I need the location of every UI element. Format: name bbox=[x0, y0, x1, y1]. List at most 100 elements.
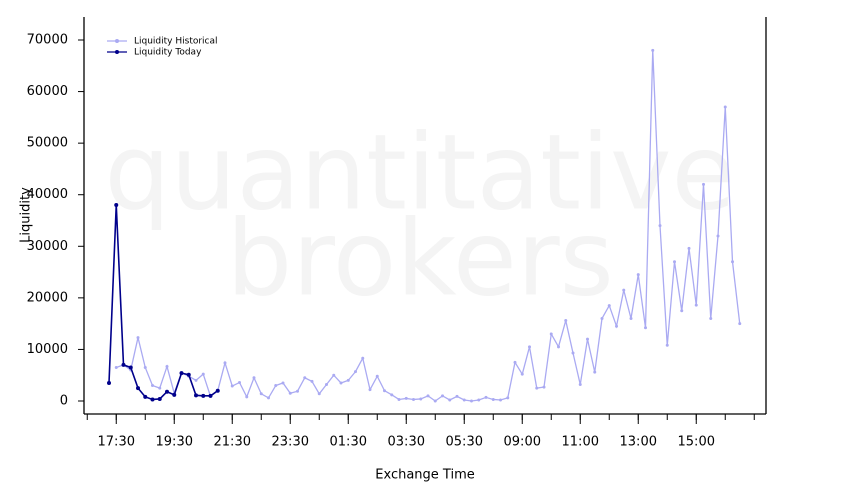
data-point bbox=[738, 322, 742, 326]
data-point bbox=[441, 394, 444, 398]
data-point bbox=[462, 398, 466, 402]
data-point bbox=[709, 316, 713, 320]
data-point bbox=[215, 388, 220, 393]
x-tick-label: 19:30 bbox=[156, 435, 193, 450]
data-point bbox=[542, 385, 546, 389]
y-tick-label: 50000 bbox=[27, 136, 68, 151]
x-tick-label: 23:30 bbox=[272, 435, 309, 450]
data-point bbox=[694, 303, 698, 307]
y-tick-label: 40000 bbox=[27, 187, 68, 202]
data-point bbox=[673, 260, 676, 264]
data-point bbox=[513, 360, 517, 364]
data-point bbox=[506, 396, 510, 400]
x-tick-label: 05:30 bbox=[446, 435, 483, 450]
data-point bbox=[317, 392, 321, 396]
data-point bbox=[644, 326, 647, 330]
data-point bbox=[557, 345, 560, 349]
data-point bbox=[128, 365, 133, 370]
data-point bbox=[731, 260, 734, 264]
data-point bbox=[165, 389, 169, 394]
data-point bbox=[150, 397, 155, 402]
x-tick-label: 03:30 bbox=[388, 435, 425, 450]
data-point bbox=[549, 332, 553, 336]
data-point bbox=[433, 399, 437, 403]
watermark: brokers bbox=[226, 197, 614, 319]
data-point bbox=[288, 391, 292, 395]
legend-label: Liquidity Today bbox=[134, 48, 202, 58]
data-point bbox=[136, 336, 140, 340]
data-point bbox=[520, 372, 524, 376]
data-point bbox=[332, 373, 336, 377]
data-point bbox=[383, 389, 386, 393]
data-point bbox=[412, 397, 415, 401]
data-point bbox=[259, 392, 263, 396]
x-tick-label: 21:30 bbox=[214, 435, 251, 450]
y-tick-label: 30000 bbox=[27, 239, 68, 254]
legend-marker bbox=[115, 39, 119, 43]
data-point bbox=[121, 362, 126, 367]
data-point bbox=[448, 398, 452, 402]
data-point bbox=[419, 397, 423, 401]
data-point bbox=[571, 351, 575, 355]
data-point bbox=[179, 371, 184, 376]
data-point bbox=[230, 384, 234, 388]
data-point bbox=[274, 384, 278, 388]
data-point bbox=[151, 384, 154, 388]
data-point bbox=[615, 324, 618, 328]
data-point bbox=[136, 386, 140, 391]
data-point bbox=[346, 378, 350, 382]
data-point bbox=[201, 372, 205, 376]
data-point bbox=[143, 365, 147, 369]
data-point bbox=[143, 394, 148, 399]
y-tick-label: 70000 bbox=[27, 33, 68, 48]
data-point bbox=[223, 361, 227, 365]
data-point bbox=[404, 396, 408, 400]
data-point bbox=[375, 374, 379, 378]
data-point bbox=[586, 337, 589, 341]
y-tick-label: 0 bbox=[60, 394, 68, 409]
data-point bbox=[201, 393, 206, 398]
data-point bbox=[397, 397, 401, 401]
data-point bbox=[535, 386, 539, 390]
x-tick-label: 11:00 bbox=[562, 435, 599, 450]
legend-label: Liquidity Historical bbox=[134, 37, 218, 47]
series-line bbox=[108, 204, 219, 401]
data-point bbox=[267, 396, 270, 400]
data-point bbox=[622, 288, 626, 292]
data-point bbox=[607, 304, 611, 308]
data-point bbox=[499, 398, 502, 402]
data-point bbox=[680, 309, 684, 313]
data-point bbox=[455, 394, 459, 398]
data-point bbox=[252, 376, 256, 380]
x-tick-label: 17:30 bbox=[98, 435, 135, 450]
data-point bbox=[636, 273, 640, 277]
data-point bbox=[593, 370, 597, 374]
data-point bbox=[578, 383, 582, 387]
data-point bbox=[477, 398, 481, 402]
data-point bbox=[107, 380, 111, 385]
data-point bbox=[114, 365, 118, 369]
data-point bbox=[470, 399, 473, 403]
data-point bbox=[238, 380, 241, 384]
data-point bbox=[687, 246, 691, 250]
data-point bbox=[186, 372, 191, 377]
data-point bbox=[629, 316, 633, 320]
data-point bbox=[484, 395, 488, 399]
data-point bbox=[245, 395, 249, 399]
data-point bbox=[172, 392, 177, 397]
data-point bbox=[651, 48, 655, 52]
data-point bbox=[426, 394, 430, 398]
data-point bbox=[114, 203, 119, 208]
data-point bbox=[325, 383, 328, 387]
data-point bbox=[368, 388, 372, 392]
x-tick-label: 09:00 bbox=[504, 435, 541, 450]
data-point bbox=[564, 319, 568, 323]
data-point bbox=[194, 393, 198, 398]
data-point bbox=[339, 381, 343, 385]
x-tick-label: 13:00 bbox=[620, 435, 657, 450]
data-point bbox=[528, 345, 531, 349]
data-point bbox=[310, 379, 314, 383]
data-point bbox=[658, 224, 662, 228]
data-point bbox=[208, 393, 213, 398]
